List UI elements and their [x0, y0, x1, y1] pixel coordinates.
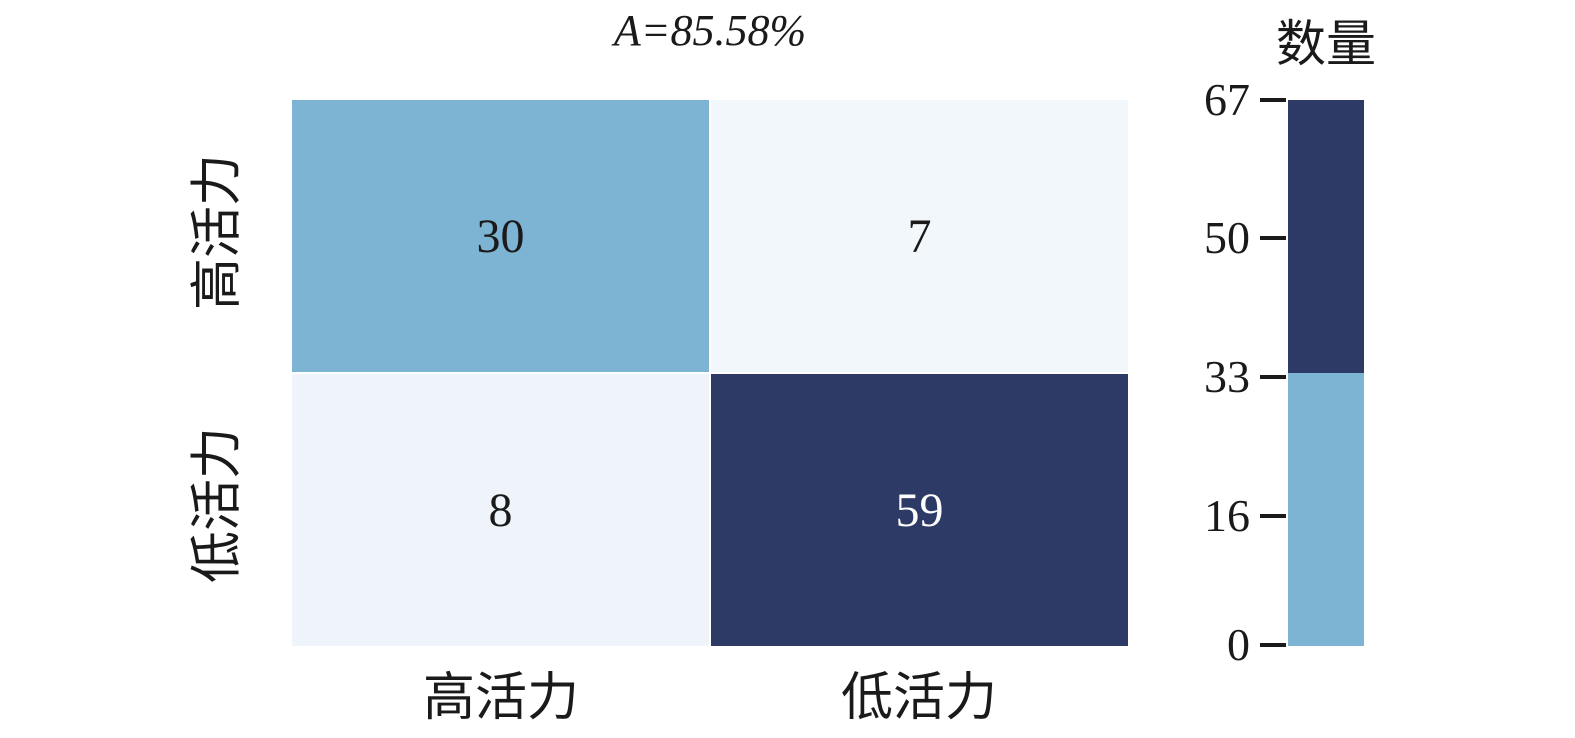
colorbar-segment-high: [1288, 100, 1364, 373]
colorbar-tick-label: 33: [1204, 351, 1250, 402]
colorbar-segment-low: [1288, 373, 1364, 646]
cell-value: 59: [895, 483, 944, 537]
y-axis-label-low-vitality: 低活力: [189, 426, 247, 584]
colorbar-tick-mark: [1260, 643, 1286, 647]
colorbar: [1288, 100, 1364, 646]
cell-value: 7: [907, 209, 932, 263]
matrix-cell-bottom-left: 8: [292, 374, 709, 646]
colorbar-tick-label: 50: [1204, 212, 1250, 263]
colorbar-tick-mark: [1260, 98, 1286, 102]
x-axis-label-high-vitality: 高活力: [422, 670, 580, 727]
colorbar-tick-label: 16: [1204, 490, 1250, 541]
y-axis-label-high-vitality: 高活力: [189, 153, 247, 311]
colorbar-tick-mark: [1260, 375, 1286, 379]
colorbar-tick-label: 0: [1227, 619, 1250, 670]
cell-value: 8: [488, 483, 513, 537]
matrix-cell-top-left: 30: [292, 100, 709, 372]
matrix-cell-top-right: 7: [711, 100, 1128, 372]
colorbar-title: 数量: [1276, 16, 1376, 72]
matrix-cell-bottom-right: 59: [711, 374, 1128, 646]
heatmap-grid: 30 7 8 59: [292, 100, 1128, 646]
cell-value: 30: [476, 209, 525, 263]
colorbar-tick-label: 67: [1204, 74, 1250, 125]
x-axis-label-low-vitality: 低活力: [840, 670, 998, 727]
chart-title: A=85.58%: [613, 6, 807, 55]
colorbar-tick-mark: [1260, 236, 1286, 240]
colorbar-tick-mark: [1260, 514, 1286, 518]
